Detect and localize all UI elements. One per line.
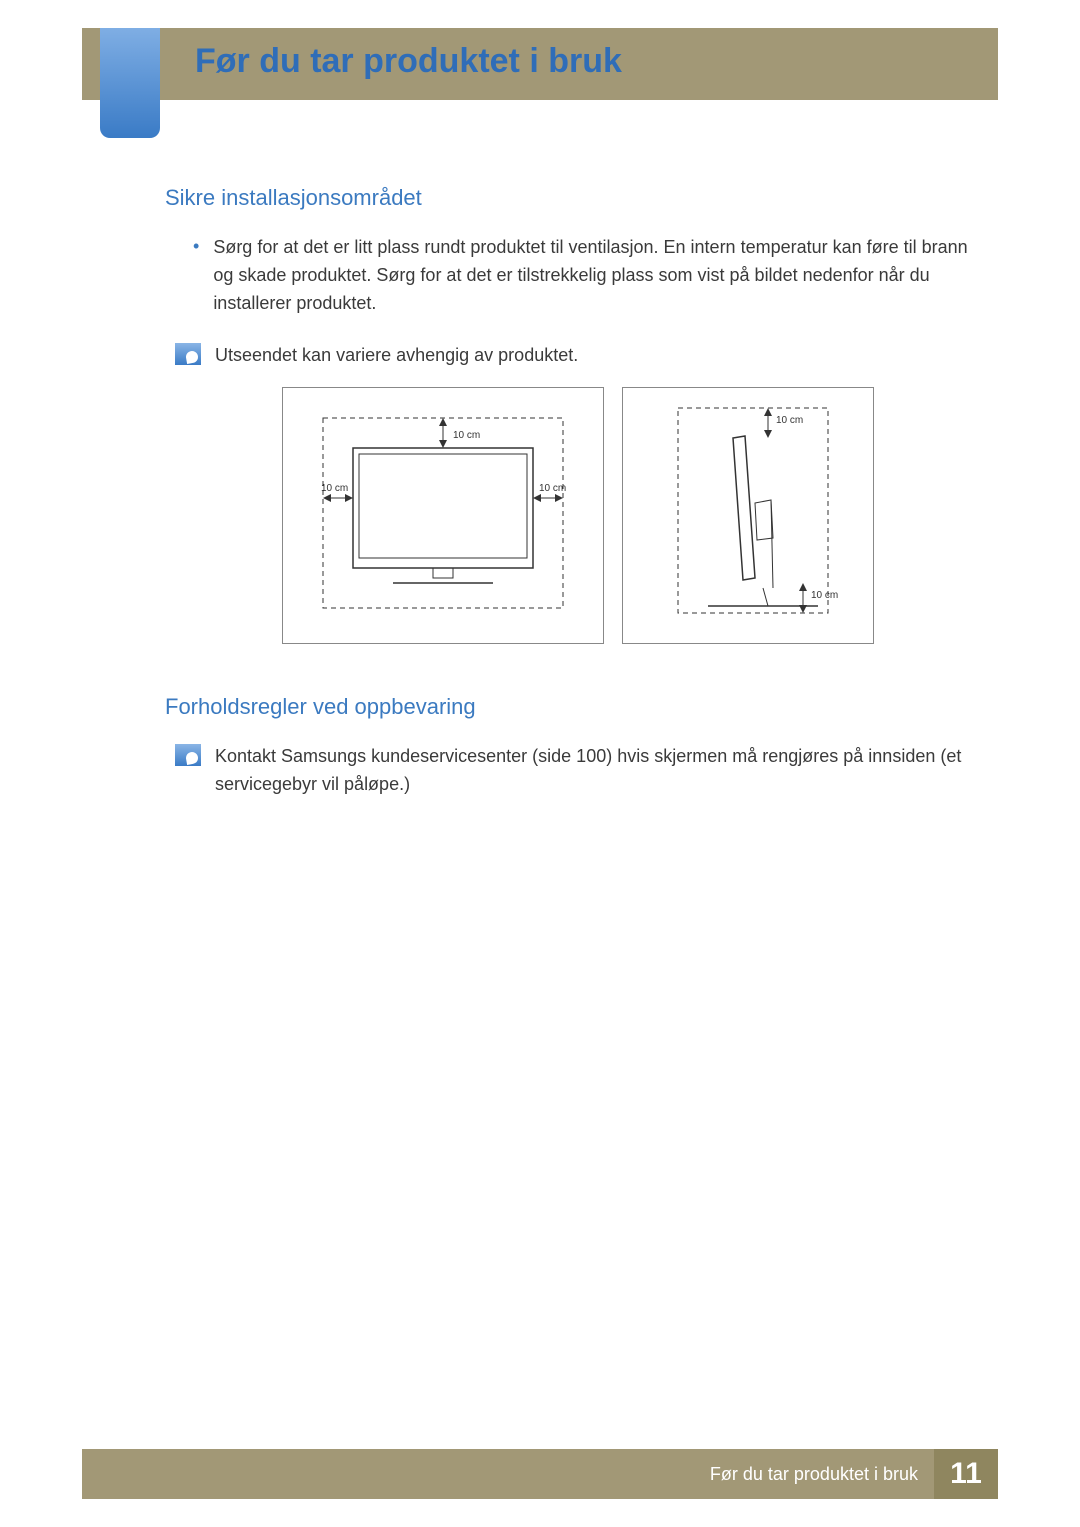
- footer-page-number: 11: [934, 1449, 998, 1499]
- section-heading-2: Forholdsregler ved oppbevaring: [165, 694, 990, 720]
- bullet-icon: •: [193, 233, 199, 259]
- note-text-2: Kontakt Samsungs kundeservicesenter (sid…: [215, 742, 990, 798]
- page-header-title: Før du tar produktet i bruk: [195, 42, 622, 81]
- diagram-label-right: 10 cm: [539, 483, 566, 494]
- diagram-front-view: 10 cm 10 cm 10 cm: [282, 387, 604, 644]
- note-text-1: Utseendet kan variere avhengig av produk…: [215, 341, 578, 369]
- footer-text: Før du tar produktet i bruk: [710, 1464, 918, 1485]
- diagram-side-view: 10 cm 10 cm: [622, 387, 874, 644]
- content-area: Sikre installasjonsområdet • Sørg for at…: [165, 185, 990, 816]
- diagram-label-side-bottom: 10 cm: [811, 590, 838, 601]
- bullet-text: Sørg for at det er litt plass rundt prod…: [213, 233, 990, 317]
- bullet-block: • Sørg for at det er litt plass rundt pr…: [193, 233, 990, 317]
- diagram-label-left: 10 cm: [321, 483, 348, 494]
- note-icon: [175, 744, 201, 766]
- header-tab: [100, 28, 160, 138]
- section-heading-1: Sikre installasjonsområdet: [165, 185, 990, 211]
- note-icon: [175, 343, 201, 365]
- note-row-2: Kontakt Samsungs kundeservicesenter (sid…: [175, 742, 990, 798]
- footer-band: Før du tar produktet i bruk 11: [82, 1449, 998, 1499]
- note-row-1: Utseendet kan variere avhengig av produk…: [175, 341, 990, 369]
- diagram-label-top: 10 cm: [453, 430, 480, 441]
- diagram-container: 10 cm 10 cm 10 cm: [165, 387, 990, 644]
- diagram-label-side-top: 10 cm: [776, 415, 803, 426]
